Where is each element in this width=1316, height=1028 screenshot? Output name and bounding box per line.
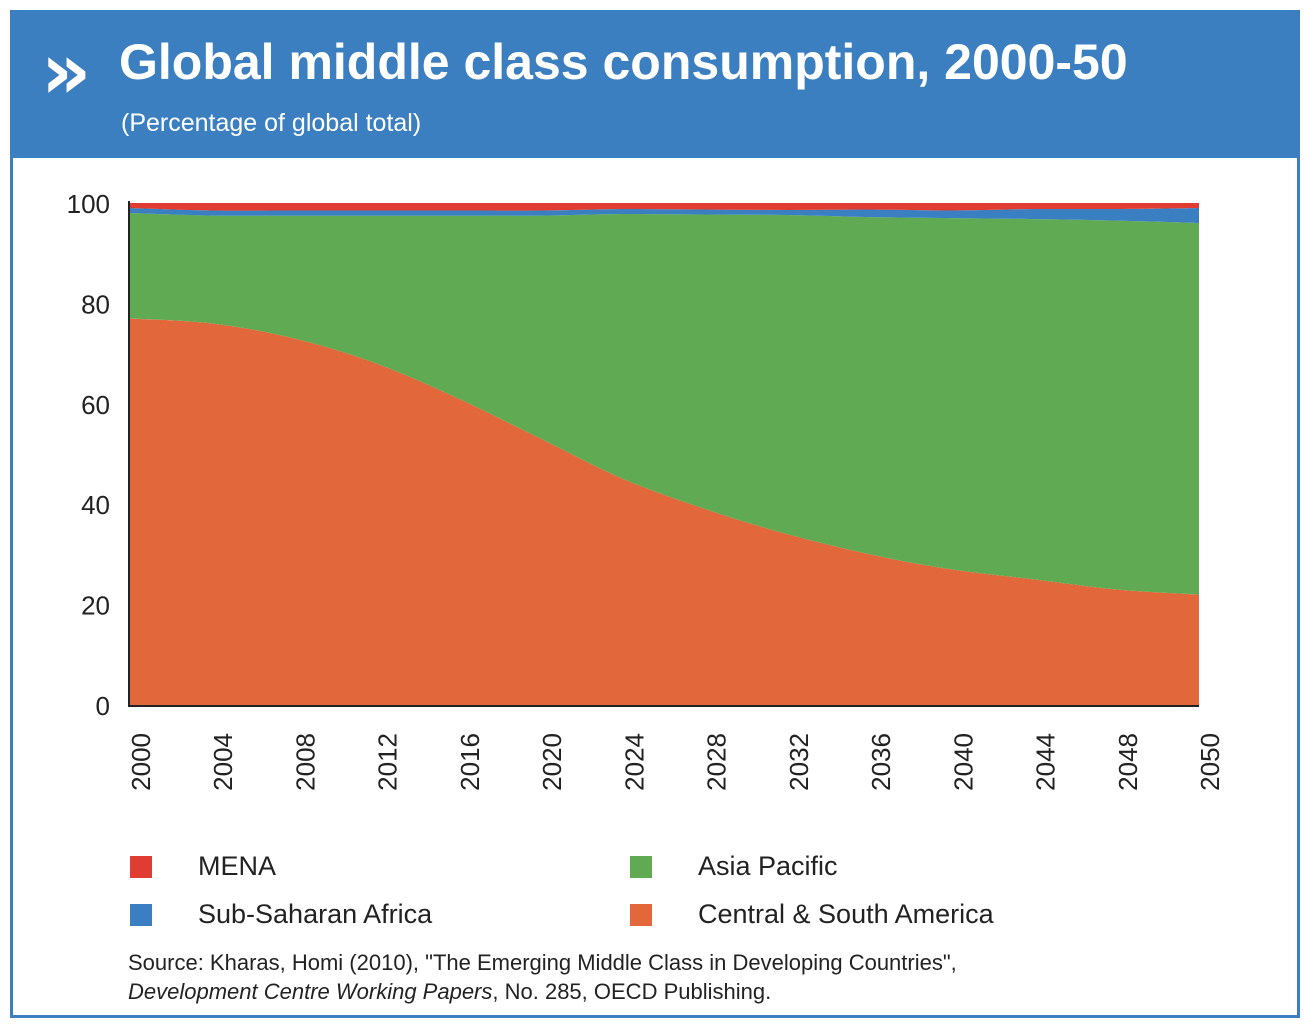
x-tick-label: 2036 (866, 733, 896, 791)
x-tick-label: 2040 (948, 733, 978, 791)
legend-label-sub-saharan-africa: Sub-Saharan Africa (198, 899, 433, 929)
header-banner: » Global middle class consumption, 2000-… (13, 13, 1297, 158)
area-asia-pacific (130, 213, 1199, 595)
x-tick-label: 2008 (290, 733, 320, 791)
y-tick-label: 40 (81, 490, 110, 520)
y-tick-label: 80 (81, 289, 110, 319)
legend-swatch-mena (130, 856, 152, 878)
x-tick-label: 2000 (126, 733, 156, 791)
area-central-south-america (130, 318, 1199, 705)
legend-swatch-central-south-america (630, 904, 652, 926)
x-tick-label: 2016 (455, 733, 485, 791)
source-publication: Development Centre Working Papers (128, 979, 493, 1004)
x-tick-label: 2048 (1113, 733, 1143, 791)
legend-swatch-sub-saharan-africa (130, 904, 152, 926)
y-tick-label: 20 (81, 591, 110, 621)
x-tick-label: 2044 (1031, 733, 1061, 791)
legend-label-asia-pacific: Asia Pacific (698, 851, 838, 881)
source-line-1: Source: Kharas, Homi (2010), "The Emergi… (128, 950, 957, 975)
x-tick-label: 2012 (373, 733, 403, 791)
chart-title: Global middle class consumption, 2000-50 (119, 34, 1128, 90)
y-tick-label: 100 (67, 189, 110, 219)
y-tick-label: 60 (81, 390, 110, 420)
x-tick-label: 2032 (784, 733, 814, 791)
legend-swatch-asia-pacific (630, 856, 652, 878)
source-publisher: , No. 285, OECD Publishing. (492, 979, 772, 1004)
x-tick-label: 2004 (208, 733, 238, 791)
oecd-chevron-icon: » (41, 27, 91, 117)
x-tick-label: 2028 (702, 733, 732, 791)
area-mena (130, 203, 1199, 211)
infographic-frame: » Global middle class consumption, 2000-… (10, 10, 1300, 1018)
chart-subtitle: (Percentage of global total) (121, 109, 422, 137)
x-tick-label: 2020 (537, 733, 567, 791)
source-line-2: Development Centre Working Papers, No. 2… (128, 977, 1278, 1006)
area-sub-saharan-africa (130, 208, 1199, 224)
legend-label-central-south-america: Central & South America (698, 899, 994, 929)
x-tick-label: 2050 (1195, 733, 1225, 791)
x-tick-label: 2024 (619, 733, 649, 791)
y-tick-label: 0 (96, 691, 110, 721)
legend-label-mena: MENA (198, 851, 277, 881)
source-note: Source: Kharas, Homi (2010), "The Emergi… (128, 948, 1278, 1006)
